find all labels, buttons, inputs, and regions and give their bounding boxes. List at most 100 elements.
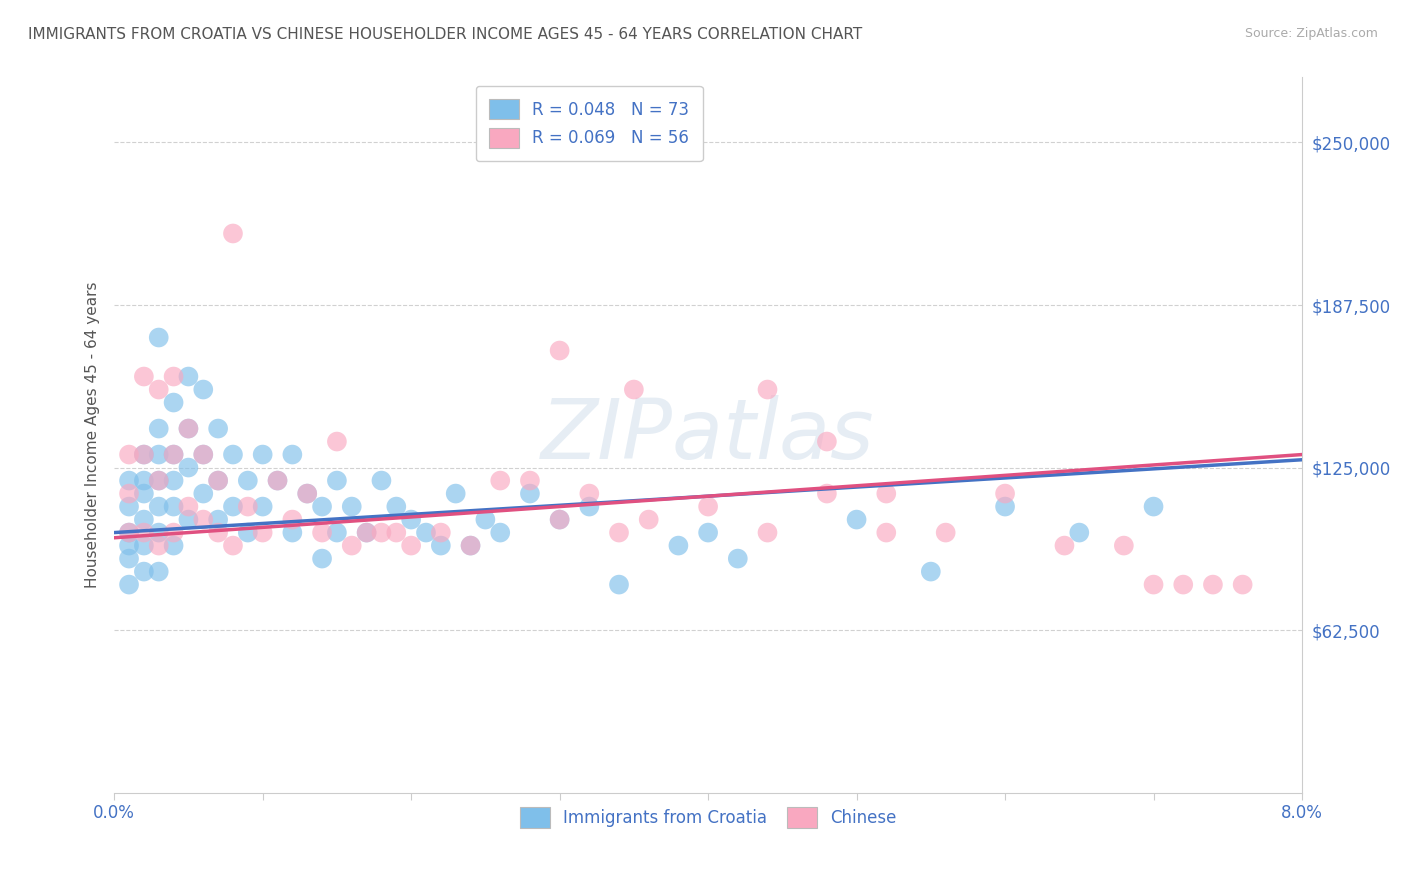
Point	[326, 474, 349, 488]
Point	[148, 474, 170, 488]
Point	[297, 486, 319, 500]
Point	[177, 369, 200, 384]
Point	[399, 539, 422, 553]
Point	[281, 525, 304, 540]
Point	[252, 500, 274, 514]
Point	[875, 486, 897, 500]
Point	[578, 500, 600, 514]
Point	[162, 448, 184, 462]
Point	[207, 474, 229, 488]
Point	[118, 539, 141, 553]
Point	[370, 474, 392, 488]
Point	[326, 525, 349, 540]
Point	[519, 486, 541, 500]
Point	[444, 486, 467, 500]
Point	[356, 525, 378, 540]
Point	[266, 474, 288, 488]
Point	[1202, 577, 1225, 591]
Point	[1069, 525, 1091, 540]
Point	[148, 448, 170, 462]
Point	[460, 539, 482, 553]
Point	[1142, 577, 1164, 591]
Point	[118, 486, 141, 500]
Point	[177, 421, 200, 435]
Point	[162, 369, 184, 384]
Point	[148, 474, 170, 488]
Point	[697, 525, 720, 540]
Point	[548, 343, 571, 358]
Point	[193, 512, 215, 526]
Point	[222, 539, 245, 553]
Point	[193, 448, 215, 462]
Point	[148, 565, 170, 579]
Point	[637, 512, 659, 526]
Point	[132, 565, 155, 579]
Point	[668, 539, 690, 553]
Point	[207, 421, 229, 435]
Point	[875, 525, 897, 540]
Point	[1053, 539, 1076, 553]
Point	[1232, 577, 1254, 591]
Point	[148, 525, 170, 540]
Point	[845, 512, 868, 526]
Point	[548, 512, 571, 526]
Point	[756, 383, 779, 397]
Point	[697, 500, 720, 514]
Point	[370, 525, 392, 540]
Legend: Immigrants from Croatia, Chinese: Immigrants from Croatia, Chinese	[513, 801, 903, 834]
Point	[607, 525, 630, 540]
Point	[474, 512, 496, 526]
Point	[623, 383, 645, 397]
Point	[311, 551, 333, 566]
Text: Source: ZipAtlas.com: Source: ZipAtlas.com	[1244, 27, 1378, 40]
Point	[162, 500, 184, 514]
Point	[340, 539, 363, 553]
Point	[207, 512, 229, 526]
Point	[1173, 577, 1195, 591]
Y-axis label: Householder Income Ages 45 - 64 years: Householder Income Ages 45 - 64 years	[86, 282, 100, 589]
Point	[148, 421, 170, 435]
Point	[222, 448, 245, 462]
Point	[177, 512, 200, 526]
Point	[385, 500, 408, 514]
Point	[252, 448, 274, 462]
Point	[607, 577, 630, 591]
Point	[236, 500, 259, 514]
Point	[311, 525, 333, 540]
Point	[548, 512, 571, 526]
Point	[193, 383, 215, 397]
Point	[415, 525, 437, 540]
Point	[727, 551, 749, 566]
Point	[118, 525, 141, 540]
Point	[162, 525, 184, 540]
Point	[118, 448, 141, 462]
Point	[132, 369, 155, 384]
Point	[222, 500, 245, 514]
Point	[132, 512, 155, 526]
Point	[297, 486, 319, 500]
Point	[340, 500, 363, 514]
Point	[578, 486, 600, 500]
Point	[281, 448, 304, 462]
Point	[177, 460, 200, 475]
Point	[252, 525, 274, 540]
Point	[118, 551, 141, 566]
Point	[132, 448, 155, 462]
Point	[118, 525, 141, 540]
Point	[815, 486, 838, 500]
Point	[118, 577, 141, 591]
Point	[815, 434, 838, 449]
Point	[132, 486, 155, 500]
Point	[266, 474, 288, 488]
Point	[177, 500, 200, 514]
Point	[935, 525, 957, 540]
Point	[162, 395, 184, 409]
Point	[994, 500, 1017, 514]
Point	[148, 539, 170, 553]
Point	[756, 525, 779, 540]
Point	[193, 448, 215, 462]
Point	[118, 474, 141, 488]
Point	[430, 525, 453, 540]
Point	[207, 474, 229, 488]
Point	[236, 525, 259, 540]
